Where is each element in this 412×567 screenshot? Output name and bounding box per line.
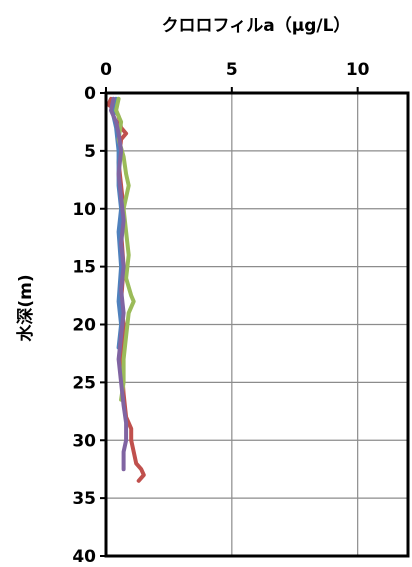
x-tick-label: 5 <box>226 60 238 80</box>
y-tick-label: 20 <box>72 316 96 336</box>
chart-title: クロロフィルa（μg/L） <box>162 15 351 36</box>
y-tick-label: 15 <box>72 258 96 278</box>
x-tick-labels: 0 5 10 <box>100 60 370 80</box>
y-tick-label: 30 <box>72 431 96 451</box>
series-group <box>106 96 146 483</box>
grid-lines <box>106 93 408 556</box>
series-line-4 <box>109 96 129 472</box>
y-axis-label: 水深(m) <box>15 274 36 341</box>
x-tick-label: 10 <box>346 60 370 80</box>
plot-frame <box>100 87 410 558</box>
y-tick-labels: 0 5 10 15 20 25 30 35 40 <box>72 84 96 567</box>
y-tick-label: 35 <box>72 489 96 509</box>
y-tick-label: 40 <box>72 547 96 567</box>
x-tick-label: 0 <box>100 60 112 80</box>
y-tick-label: 0 <box>84 84 96 104</box>
y-tick-label: 5 <box>84 142 96 162</box>
y-tick-label: 25 <box>72 373 96 393</box>
y-tick-label: 10 <box>72 200 96 220</box>
